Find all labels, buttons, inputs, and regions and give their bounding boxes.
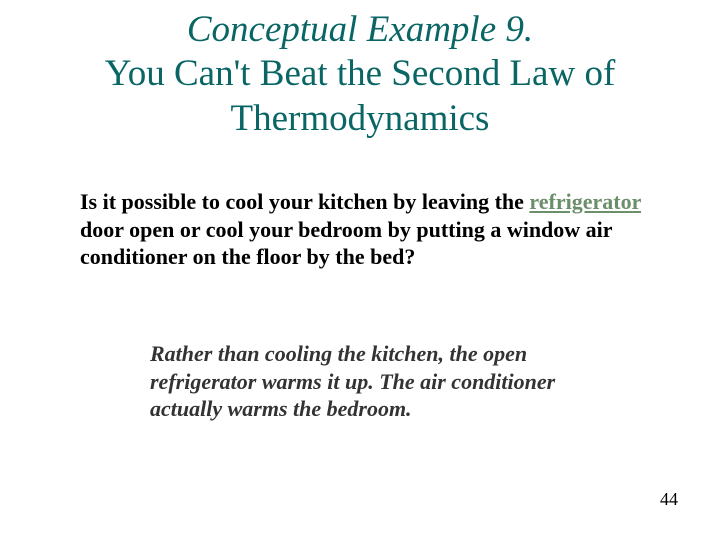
slide-title: Conceptual Example 9. You Can't Beat the… [0,8,720,141]
slide: Conceptual Example 9. You Can't Beat the… [0,0,720,540]
question-post: door open or cool your bedroom by puttin… [80,217,612,270]
title-line-2: You Can't Beat the Second Law of [0,52,720,96]
page-number: 44 [660,489,678,510]
title-line-3: Thermodynamics [0,97,720,141]
question-pre: Is it possible to cool your kitchen by l… [80,189,529,214]
question-text: Is it possible to cool your kitchen by l… [80,188,650,271]
title-line-1: Conceptual Example 9. [0,8,720,52]
refrigerator-link[interactable]: refrigerator [529,189,641,214]
answer-text: Rather than cooling the kitchen, the ope… [150,340,580,423]
